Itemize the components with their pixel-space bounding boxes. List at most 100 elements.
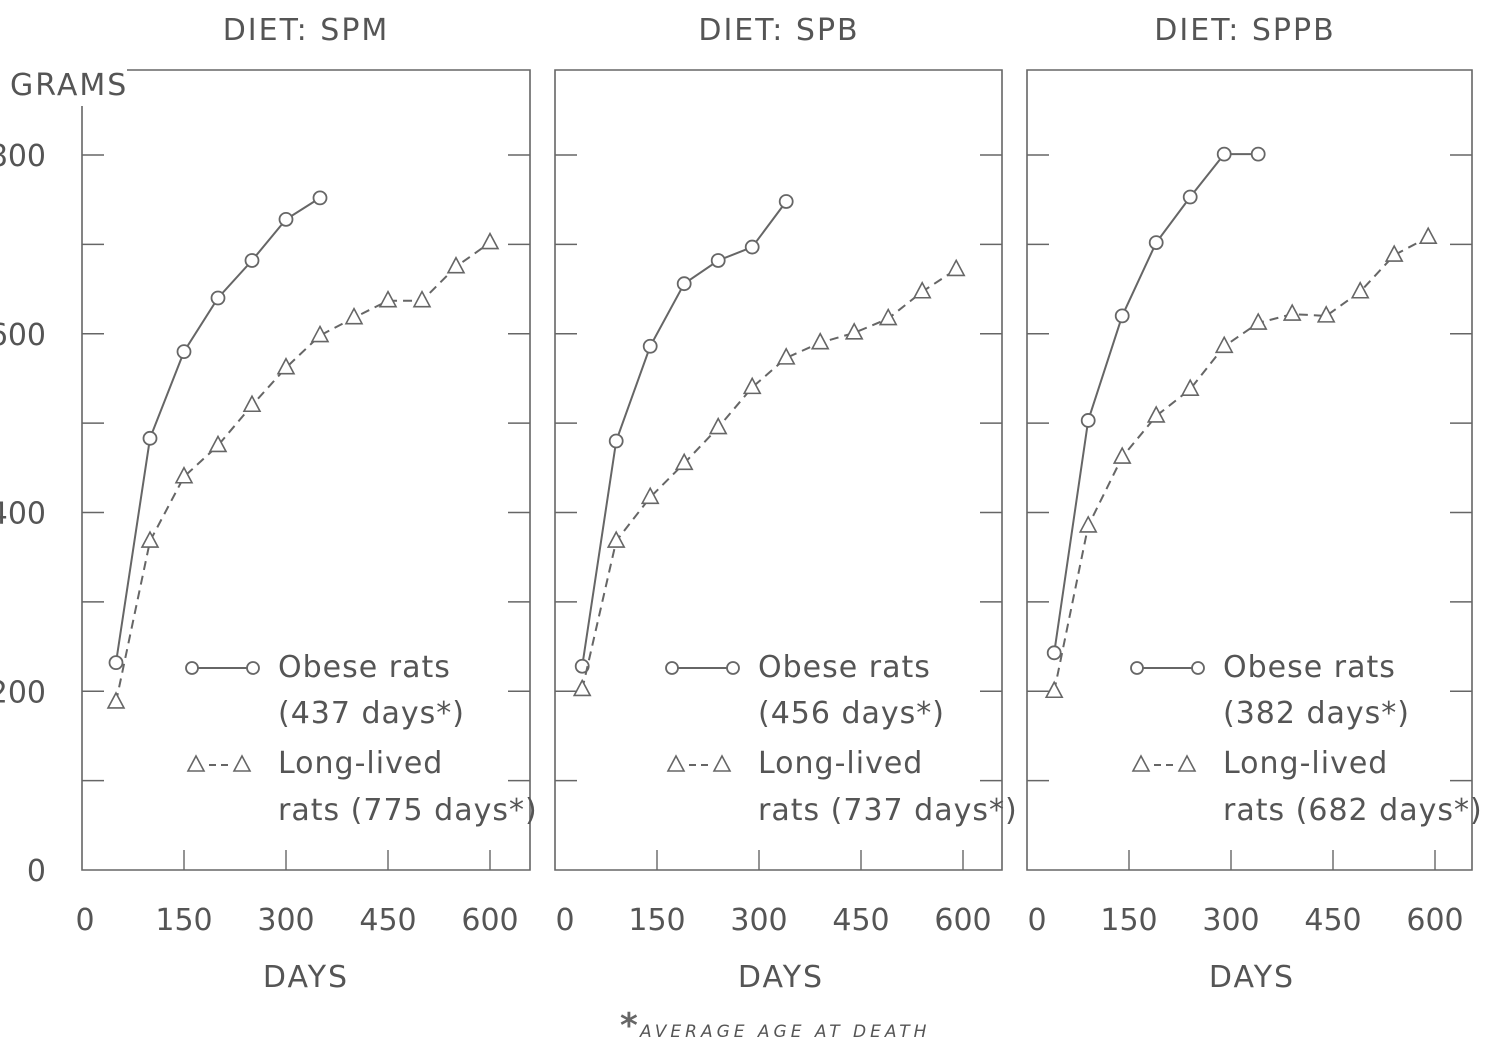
data-point-obese [642, 338, 658, 354]
legend-label-longlived: Long-lived [758, 746, 923, 781]
plot-frame [1026, 69, 1473, 871]
legend: Obese rats (456 days*) Long-lived rats (737… [665, 650, 1018, 828]
x-tick-label: 150 [628, 903, 685, 938]
data-point-obese [744, 239, 760, 255]
data-point-longlived [480, 231, 500, 250]
data-point-obese [1216, 146, 1232, 162]
data-point-obese [676, 276, 692, 292]
legend-note-obese: (382 days*) [1223, 696, 1410, 731]
data-point-longlived [106, 691, 126, 709]
y-tick-label: 0 [27, 854, 46, 889]
chart-panel-2: DIET: SPB 0 150 300 450 600 DAYS Obese rats (456… [554, 13, 1018, 995]
data-point-longlived [310, 324, 330, 343]
legend-note-obese: (437 days*) [278, 696, 465, 731]
legend-note-obese: (456 days*) [758, 696, 945, 731]
data-point-obese [312, 190, 328, 206]
data-point-longlived [140, 530, 160, 548]
data-point-longlived [1248, 312, 1268, 330]
series-line-obese [581, 200, 788, 667]
chart-panel-3: DIET: SPPB 0 150 300 450 600 DAYS Obese rats (38… [1026, 13, 1483, 995]
data-point-longlived [1282, 303, 1302, 321]
x-axis-title: DAYS [738, 960, 824, 995]
x-axis-title: DAYS [1209, 960, 1295, 995]
data-point-obese [210, 290, 226, 306]
data-point-longlived [1180, 378, 1200, 396]
data-point-longlived [844, 322, 864, 340]
data-point-obese [1182, 189, 1198, 205]
data-point-obese [176, 344, 192, 360]
x-tick-label: 150 [155, 903, 212, 938]
legend-circle-icon [1191, 661, 1205, 675]
legend-note-longlived: rats (775 days*) [278, 793, 538, 828]
data-point-longlived [878, 307, 898, 326]
y-tick-label: 600 [0, 318, 46, 353]
panel-title: DIET: SPPB [1154, 13, 1335, 48]
data-point-longlived [810, 331, 830, 350]
series-line-longlived [115, 241, 491, 703]
legend-triangle-icon [1131, 754, 1151, 772]
x-tick-label: 600 [934, 903, 991, 938]
data-point-longlived [776, 347, 796, 365]
legend-triangle-icon [712, 754, 732, 772]
x-tick-label: 0 [555, 903, 574, 938]
data-point-obese [1250, 146, 1266, 162]
data-point-obese [608, 433, 624, 449]
legend-note-longlived: rats (737 days*) [758, 793, 1018, 828]
data-point-longlived [1112, 446, 1132, 464]
x-tick-label: 150 [1100, 903, 1157, 938]
x-tick-label: 300 [1202, 903, 1259, 938]
data-point-longlived [1350, 281, 1370, 299]
footnote-star: * [620, 1006, 638, 1041]
data-point-longlived [1044, 680, 1064, 699]
data-point-longlived [708, 416, 728, 435]
x-tick-label: 300 [257, 903, 314, 938]
data-point-longlived [674, 452, 694, 471]
series-line-obese [115, 197, 321, 663]
legend-note-longlived: rats (682 days*) [1223, 793, 1483, 828]
legend: Obese rats (437 days*) Long-lived rats (775… [185, 650, 538, 828]
y-tick-label: 400 [0, 497, 46, 532]
data-point-obese [1114, 308, 1130, 324]
legend-circle-icon [665, 661, 679, 675]
x-tick-label: 300 [730, 903, 787, 938]
legend-label-longlived: Long-lived [278, 746, 443, 781]
data-point-obese [108, 655, 124, 671]
data-point-longlived [1146, 405, 1166, 423]
x-axis-title: DAYS [263, 960, 349, 995]
data-point-longlived [742, 376, 762, 395]
x-tick-label: 600 [1406, 903, 1463, 938]
legend-circle-icon [1130, 661, 1144, 675]
legend: Obese rats (382 days*) Long-lived rats (682… [1130, 650, 1483, 828]
x-tick-label: 450 [1304, 903, 1361, 938]
series-line-longlived [581, 268, 957, 690]
data-point-longlived [276, 357, 296, 375]
data-point-obese [1080, 413, 1096, 428]
data-point-obese [244, 253, 260, 268]
series-line-longlived [1053, 236, 1429, 692]
legend-label-obese: Obese rats [758, 650, 931, 685]
x-tick-label: 0 [1027, 903, 1046, 938]
legend-label-longlived: Long-lived [1223, 746, 1388, 781]
legend-triangle-icon [186, 754, 206, 772]
data-point-obese [710, 253, 726, 268]
plot-frame [81, 69, 531, 871]
x-tick-label: 0 [75, 903, 94, 938]
data-point-longlived [208, 434, 228, 453]
data-point-longlived [912, 281, 932, 299]
chart-panel-1: DIET: SPM 0 150 300 450 600 DAYS 0 200 400 600 800 G… [0, 13, 538, 995]
legend-circle-icon [246, 661, 260, 675]
data-point-longlived [946, 258, 966, 277]
data-point-longlived [1316, 305, 1336, 323]
footnote-text: AVERAGE AGE AT DEATH [639, 1022, 930, 1041]
series-line-obese [1053, 153, 1259, 653]
data-point-longlived [344, 306, 364, 325]
data-point-obese [278, 211, 294, 227]
plot-frame [554, 69, 1003, 871]
panel-title: DIET: SPM [223, 13, 390, 48]
data-point-longlived [606, 530, 626, 548]
data-point-obese [574, 658, 590, 674]
data-point-longlived [1214, 335, 1234, 354]
data-point-longlived [412, 289, 432, 308]
data-point-longlived [1418, 226, 1438, 245]
